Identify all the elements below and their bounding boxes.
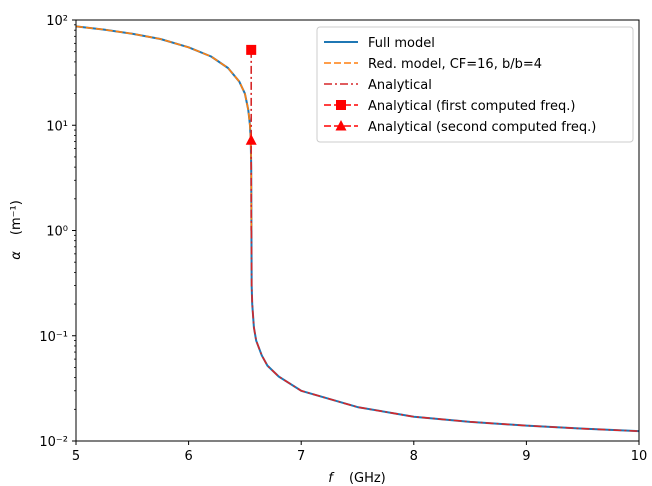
legend-label-full-model: Full model — [368, 36, 435, 51]
y-tick-label: 10¹ — [46, 119, 68, 134]
legend-label-analytical: Analytical — [368, 78, 432, 93]
y-axis-ticks: 10⁻² 10⁻¹ 10⁰ 10¹ 10² — [39, 14, 76, 450]
x-axis-label-unit: (GHz) — [349, 471, 386, 486]
legend-label-red-model-cf-16-b-b-4: Red. model, CF=16, b/b=4 — [368, 57, 542, 72]
legend-box — [316, 26, 634, 143]
series-line-full-model — [75, 25, 253, 231]
series-line-full-model-lower-branch — [250, 230, 640, 433]
x-tick-label: 5 — [72, 449, 80, 464]
x-axis-ticks: 5 6 7 8 9 10 — [72, 441, 647, 464]
legend-marker-square — [336, 100, 346, 110]
x-tick-label: 9 — [522, 449, 530, 464]
legend-entries: Full model Red. model, CF=16, b/b=4 Analyt… — [324, 36, 596, 135]
y-tick-label: 10⁻¹ — [39, 330, 68, 345]
y-axis-label-unit: (m⁻¹) — [9, 200, 24, 235]
series-line-red-model-cf-16-b-b-4 — [75, 25, 253, 231]
y-axis-label-symbol: α — [9, 251, 24, 260]
x-tick-label: 10 — [631, 449, 648, 464]
legend-label-analytical-first-computed-freq: Analytical (first computed freq.) — [368, 99, 575, 114]
series-marker-square — [246, 44, 257, 55]
legend-marker-triangle — [335, 120, 347, 131]
y-tick-label: 10² — [46, 14, 68, 29]
y-tick-label: 10⁰ — [46, 225, 68, 240]
series-line-analytical — [250, 230, 640, 432]
x-tick-label: 6 — [184, 449, 192, 464]
y-axis-label: α (m⁻¹) — [9, 200, 24, 260]
series-marker-triangle — [245, 134, 257, 145]
x-axis-label: f (GHz) — [328, 471, 386, 486]
legend: Full model Red. model, CF=16, b/b=4 Analyt… — [316, 26, 634, 143]
y-tick-label: 10⁻² — [39, 435, 68, 450]
series-layer — [75, 25, 640, 433]
x-tick-label: 7 — [297, 449, 305, 464]
x-axis-label-symbol: f — [328, 471, 335, 486]
x-tick-label: 8 — [410, 449, 418, 464]
legend-label-analytical-second-computed-freq: Analytical (second computed freq.) — [368, 120, 596, 135]
